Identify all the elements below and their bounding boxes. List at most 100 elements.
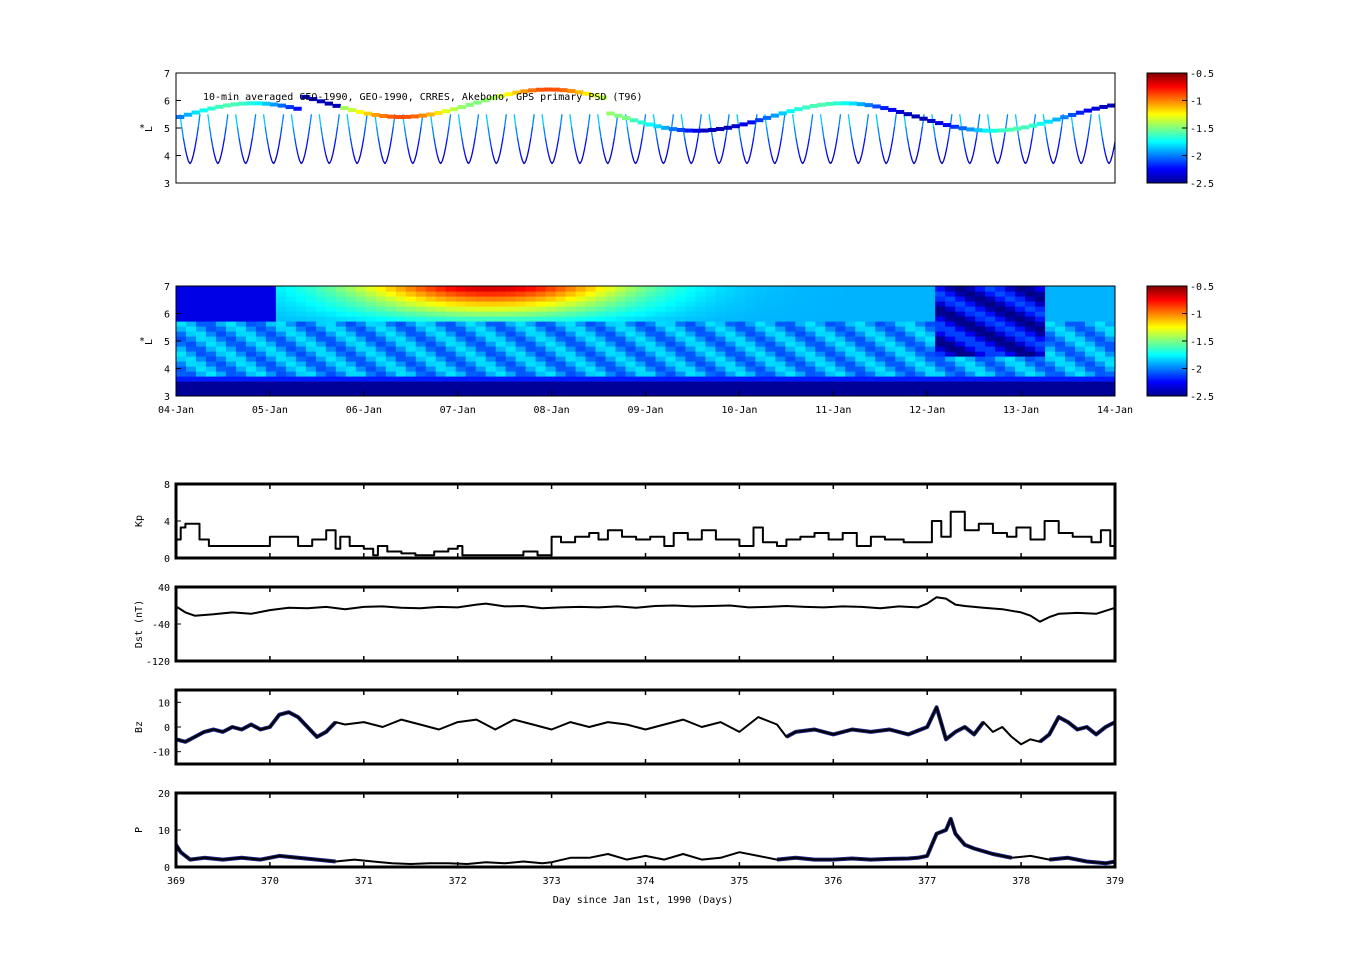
observation-pass-segment [969,160,972,165]
observation-pass-segment [194,137,198,148]
heatmap-cell [1035,356,1046,362]
geo-track-cell [559,88,568,93]
heatmap-cell [1005,376,1016,382]
heatmap-cell [515,351,527,357]
heatmap-cell [925,311,936,317]
heatmap-cell [305,361,317,367]
heatmap-cell [195,386,207,392]
heatmap-cell [985,301,996,307]
heatmap-cell [855,346,866,352]
heatmap-cell [605,316,617,322]
heatmap-cell [615,326,627,332]
observation-pass-segment [680,114,684,127]
heatmap-cell [1015,336,1026,342]
heatmap-cell [955,326,966,332]
heatmap-cell [485,351,497,357]
heatmap-cell [555,336,567,342]
heatmap-cell [895,391,906,396]
heatmap-cell [365,316,377,322]
heatmap-cell [695,381,707,387]
observation-pass-segment [245,160,248,165]
heatmap-cell [515,386,527,392]
heatmap-cell [395,331,407,337]
geo-track-cell [1099,104,1108,109]
heatmap-cell [955,286,966,292]
heatmap-cell [715,356,727,362]
heatmap-cell [705,311,717,317]
heatmap-cell [185,326,197,332]
geo-track-cell [958,126,967,131]
heatmap-cell [595,331,607,337]
heatmap-cell [945,336,956,342]
heatmap-cell [1015,361,1026,367]
heatmap-cell [595,391,607,396]
observation-pass-segment [1101,137,1105,148]
heatmap-cell [905,381,916,387]
geo-track-cell [379,114,388,119]
heatmap-cell [935,291,946,297]
heatmap-cell [265,306,277,312]
heatmap-cell [785,291,796,297]
heatmap-cell [485,326,497,332]
heatmap-cell [855,341,866,347]
highlight-segment-1 [776,816,1013,862]
heatmap-cell [1075,371,1086,377]
heatmap-cell [345,381,357,387]
heatmap-cell [735,386,746,392]
heatmap-cell [225,356,237,362]
heatmap-cell [1015,321,1026,327]
heatmap-cell [435,331,447,337]
observation-pass-segment [1018,137,1022,148]
heatmap-cell [325,376,337,382]
heatmap-cell [705,291,717,297]
heatmap-cell [305,341,317,347]
heatmap-cell [1045,351,1056,357]
heatmap-cell [285,311,297,317]
heatmap-cell [795,331,806,337]
heatmap-cell [225,311,237,317]
geo-track-cell [293,106,302,111]
heatmap-cell [275,306,287,312]
heatmap-cell [795,361,806,367]
heatmap-cell [715,376,727,382]
colorbar-2-ticks: -0.5-1-1.5-2-2.5 [1182,282,1214,403]
heatmap-cell [735,331,746,337]
heatmap-cell [205,381,217,387]
heatmap-cell [905,356,916,362]
heatmap-cell [285,296,297,302]
observation-pass-segment [236,126,240,138]
heatmap-cell [735,296,746,302]
heatmap-cell [895,331,906,337]
heatmap-cell [425,306,437,312]
heatmap-cell [715,331,727,337]
heatmap-cell [1085,351,1096,357]
heatmap-cell [945,316,956,322]
heatmap-cell [1095,381,1106,387]
observation-pass-segment [197,114,201,127]
heatmap-cell [1055,336,1066,342]
heatmap-cell [605,366,617,372]
heatmap-cell [985,286,996,292]
heatmap-cell [705,366,717,372]
heatmap-cell [215,311,227,317]
observation-pass-segment [770,155,774,162]
heatmap-cell [365,341,377,347]
heatmap-cell [715,306,727,312]
heatmap-cell [865,311,876,317]
heatmap-cell [635,316,647,322]
heatmap-cell [235,291,247,297]
heatmap-cell [485,366,497,372]
x-axis-label: Day since Jan 1st, 1990 (Days) [553,895,734,906]
observation-pass-segment [1116,127,1118,138]
xtick-label-4: 373 [543,876,561,887]
heatmap-cell [835,381,846,387]
heatmap-cell [715,301,727,307]
heatmap-cell [535,371,547,377]
heatmap-cell [575,356,587,362]
heatmap-cell [715,346,727,352]
heatmap-cell [685,391,697,396]
heatmap-cell [525,361,537,367]
heatmap-cell [1075,311,1086,317]
heatmap-cell [1015,286,1026,292]
